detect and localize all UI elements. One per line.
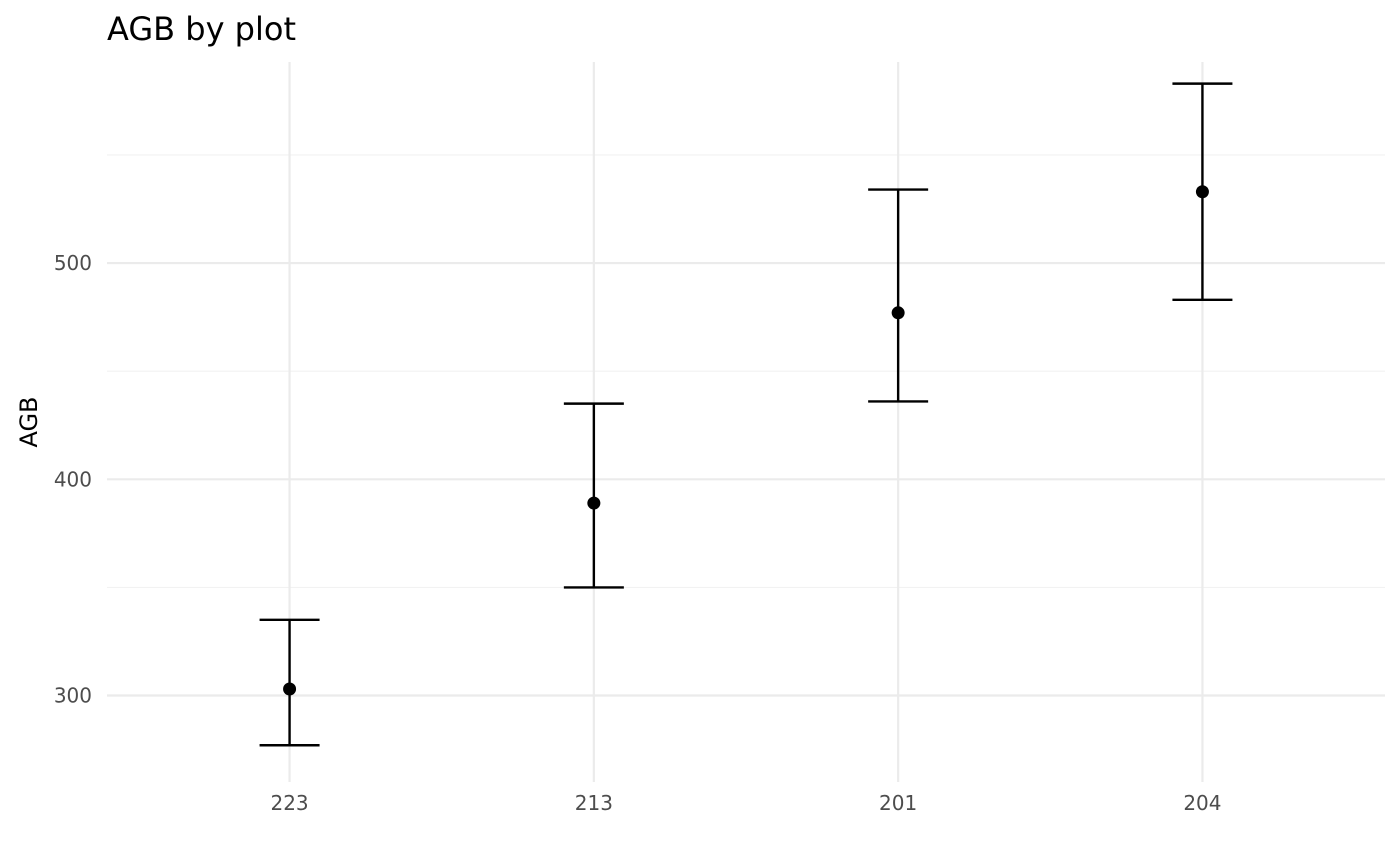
y-tick-label: 300 (54, 684, 92, 708)
grid (107, 62, 1385, 782)
x-tick-label: 213 (575, 791, 613, 815)
x-tick-labels: 223 213 201 204 (270, 791, 1221, 815)
x-tick-label: 223 (270, 791, 308, 815)
data-marks (259, 82, 1233, 747)
error-bar-213 (563, 402, 624, 589)
y-axis-title: AGB (15, 396, 43, 447)
x-tick-label: 204 (1183, 791, 1221, 815)
data-point-213 (587, 496, 601, 510)
x-tick-label: 201 (879, 791, 917, 815)
data-point-204 (1195, 185, 1209, 199)
data-point-201 (891, 306, 905, 320)
error-bar-201 (868, 188, 929, 403)
chart-title: AGB by plot (107, 10, 296, 48)
y-tick-label: 500 (54, 251, 92, 275)
data-point-223 (283, 682, 297, 696)
y-tick-label: 400 (54, 467, 92, 491)
y-tick-labels: 300 400 500 (54, 251, 92, 707)
